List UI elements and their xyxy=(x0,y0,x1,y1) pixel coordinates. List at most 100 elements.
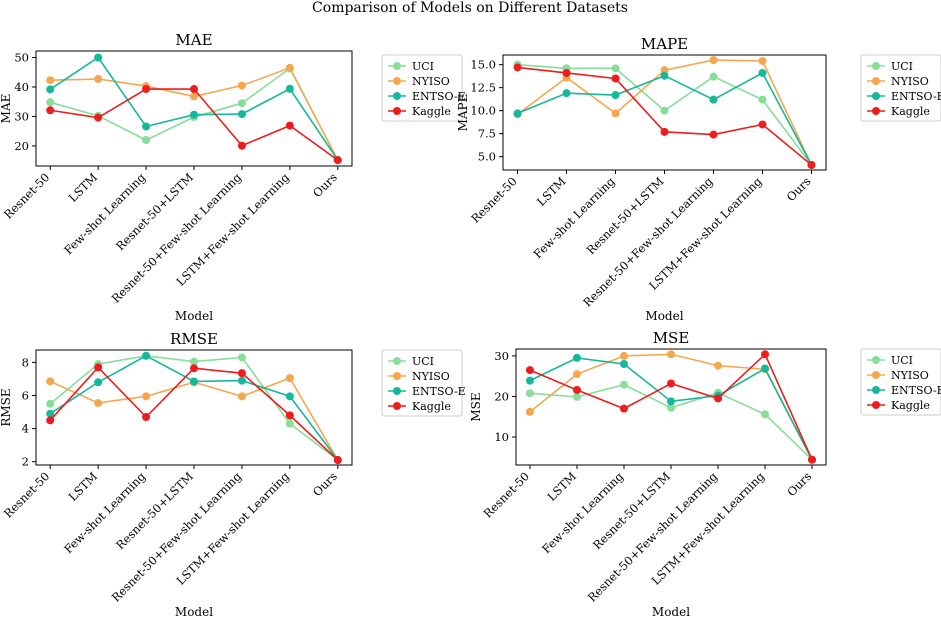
data-point-uci xyxy=(285,419,294,428)
data-point-uci xyxy=(237,99,246,108)
x-tick-label: LSTM xyxy=(534,174,569,209)
legend-label: Kaggle xyxy=(412,400,451,413)
legend-marker-uci xyxy=(393,357,401,365)
data-point-uci xyxy=(761,410,770,419)
legend-box xyxy=(860,348,941,416)
data-point-entso-e xyxy=(190,377,198,386)
data-point-nyiso xyxy=(660,66,669,75)
legend-marker-uci xyxy=(872,356,880,364)
chart-title: MAE xyxy=(175,31,212,49)
data-point-kaggle xyxy=(190,364,198,373)
legend: UCI NYISO ENTSO-E Kaggle xyxy=(860,348,941,416)
legend-marker-kaggle xyxy=(872,107,880,115)
data-point-entso-e xyxy=(525,376,534,385)
series-line-uci xyxy=(517,63,813,166)
legend-marker-kaggle xyxy=(393,402,401,410)
data-point-kaggle xyxy=(237,141,246,150)
data-point-kaggle xyxy=(190,85,198,94)
legend-label: Kaggle xyxy=(891,105,930,118)
legend-marker-uci xyxy=(872,62,880,70)
plot-frame xyxy=(502,54,827,171)
y-tick-label: 10.0 xyxy=(470,104,496,118)
data-point-kaggle xyxy=(761,350,770,359)
y-axis-label: RMSE xyxy=(0,388,13,426)
data-point-kaggle xyxy=(142,85,151,94)
x-tick-label: Ours xyxy=(784,469,814,499)
legend-label: UCI xyxy=(412,355,434,368)
legend-marker-entso-e xyxy=(393,387,401,395)
data-point-entso-e xyxy=(562,89,571,98)
legend-marker-nyiso xyxy=(872,77,880,85)
y-tick-label: 8 xyxy=(22,355,29,369)
y-axis-label: MSE xyxy=(469,392,483,421)
figure-title: Comparison of Models on Different Datase… xyxy=(312,0,628,16)
legend-label: NYISO xyxy=(412,370,450,383)
data-point-entso-e xyxy=(46,409,55,418)
data-point-entso-e xyxy=(761,364,770,373)
x-tick-label: LSTM xyxy=(66,170,101,205)
data-point-kaggle xyxy=(525,366,534,375)
chart-title: MAPE xyxy=(641,35,688,53)
x-tick-label: Few-shot Learning xyxy=(61,170,148,257)
data-point-uci xyxy=(709,72,718,81)
data-point-kaggle xyxy=(333,156,342,165)
data-point-kaggle xyxy=(94,363,103,372)
data-point-uci xyxy=(572,392,581,401)
data-point-nyiso xyxy=(94,398,103,407)
data-point-entso-e xyxy=(190,110,198,119)
data-point-kaggle xyxy=(572,385,581,394)
legend-label: NYISO xyxy=(891,369,929,382)
legend-marker-entso-e xyxy=(872,386,880,394)
legend-marker-nyiso xyxy=(393,372,401,380)
x-tick-label: Resnet-50 xyxy=(468,174,519,225)
y-tick-label: 20 xyxy=(494,389,509,403)
series-line-entso-e xyxy=(517,71,813,166)
series-line-entso-e xyxy=(49,56,339,161)
data-point-entso-e xyxy=(572,353,581,362)
y-axis-label: MAPE xyxy=(456,94,470,132)
legend-label: NYISO xyxy=(891,75,929,88)
y-tick-label: 5.0 xyxy=(478,150,496,164)
legend-marker-kaggle xyxy=(393,107,401,115)
legend: UCI NYISO ENTSO-E Kaggle xyxy=(381,349,466,417)
data-point-uci xyxy=(611,64,620,73)
data-point-kaggle xyxy=(660,127,669,136)
data-point-kaggle xyxy=(46,106,55,115)
data-point-nyiso xyxy=(758,56,767,65)
x-axis-label: Model xyxy=(652,605,690,618)
x-tick-label: Ours xyxy=(784,174,814,204)
data-point-kaggle xyxy=(619,404,628,413)
data-point-nyiso xyxy=(667,350,675,359)
data-point-uci xyxy=(237,353,246,362)
data-point-entso-e xyxy=(758,68,767,77)
legend-box xyxy=(381,349,463,417)
x-tick-label: LSTM xyxy=(544,469,579,504)
data-point-kaggle xyxy=(808,455,817,464)
data-point-kaggle xyxy=(709,130,718,139)
data-point-nyiso xyxy=(46,76,55,85)
legend-label: ENTSO-E xyxy=(891,384,941,397)
legend-label: ENTSO-E xyxy=(412,90,466,103)
y-tick-label: 10 xyxy=(494,430,509,444)
data-point-entso-e xyxy=(237,376,246,385)
x-axis-label: Model xyxy=(645,309,683,323)
data-point-uci xyxy=(46,98,55,107)
y-tick-label: 30 xyxy=(494,349,509,363)
data-point-kaggle xyxy=(758,120,767,129)
legend-box xyxy=(381,54,463,122)
data-point-nyiso xyxy=(237,81,246,90)
y-tick-label: 2 xyxy=(22,455,29,469)
legend-label: UCI xyxy=(891,60,913,73)
x-tick-label: Ours xyxy=(310,469,340,499)
data-point-entso-e xyxy=(660,71,669,80)
y-tick-label: 20 xyxy=(14,139,29,153)
legend-label: NYISO xyxy=(412,75,450,88)
data-point-nyiso xyxy=(709,56,718,65)
x-tick-label: LSTM xyxy=(66,469,101,504)
data-point-nyiso xyxy=(714,361,723,370)
x-tick-label: Few-shot Learning xyxy=(539,469,626,556)
y-tick-label: 7.5 xyxy=(478,127,496,141)
